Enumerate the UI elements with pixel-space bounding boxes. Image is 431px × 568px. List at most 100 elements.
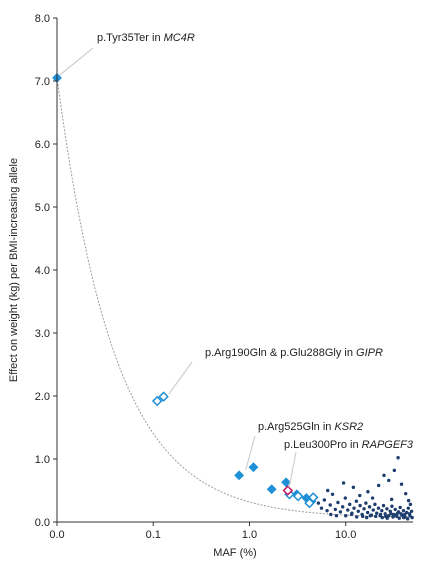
data-point [308,492,319,503]
data-point [392,468,397,473]
data-point [367,505,372,509]
data-point [399,512,403,516]
annotation-label: p.Arg190Gln & p.Glu288Gly in GIPR [205,347,383,359]
y-tick-label: 4.0 [35,265,50,277]
data-point [360,514,365,519]
data-point [399,482,404,486]
data-point [322,498,327,502]
annotation-leader [288,451,297,488]
data-point [376,483,381,488]
annotation-gene: MC4R [164,32,195,44]
data-point [354,515,359,519]
y-tick-label: 6.0 [35,139,50,151]
data-point [383,514,388,519]
annotation-variant: p.Leu300Pro in [284,439,362,451]
data-point [364,501,368,505]
data-point [358,493,362,498]
data-point [386,514,391,518]
data-point [374,514,378,519]
data-point [248,462,259,473]
data-point [373,502,377,507]
data-point [316,501,321,505]
data-point [326,488,330,493]
annotation-variant: p.Tyr35Ter in [97,32,164,44]
data-point [292,490,304,502]
annotation-variant: p.Arg525Gln in [258,421,334,433]
data-point [319,506,324,510]
data-point [406,506,411,510]
data-point [398,505,402,510]
data-point [378,512,383,517]
data-point [385,507,389,511]
data-point [396,456,400,460]
annotation-gene: RAPGEF3 [362,439,414,451]
data-point [407,512,412,516]
annotation-label: p.Tyr35Ter in MC4R [97,32,195,44]
data-point [380,515,385,520]
data-point [389,497,394,502]
data-point [380,508,384,513]
data-point [391,515,395,519]
data-point [371,508,375,512]
data-point [408,502,413,507]
data-point [349,512,354,517]
data-point [341,481,346,485]
y-tick-label: 0.0 [35,517,50,529]
data-point [406,498,411,503]
y-tick-label: 7.0 [35,76,50,88]
data-point [352,506,356,510]
x-axis-label: MAF (%) [213,547,256,559]
data-point [330,492,335,496]
data-point [404,491,408,496]
data-point [354,499,359,503]
data-point [333,507,338,512]
data-point [325,508,329,513]
data-point [382,473,386,478]
y-tick-label: 1.0 [35,454,50,466]
annotation-leader [59,47,94,76]
data-point [389,512,393,516]
data-point [356,509,360,513]
annotations: p.Tyr35Ter in MC4R p.Arg190Gln & p.Glu288… [59,32,414,488]
data-point [344,514,348,518]
data-point [304,497,315,509]
data-point [401,508,406,513]
data-point [282,485,294,496]
data-point [401,515,406,520]
data-point [409,509,414,513]
x-tick-label: 0.1 [146,529,161,541]
annotation-leader [168,361,193,395]
data-point [405,517,410,521]
y-tick-label: 3.0 [35,328,50,340]
data-point [362,507,366,511]
x-tick-label: 1.0 [242,529,257,541]
data-point [158,391,169,402]
data-point [383,512,387,516]
y-tick-label: 2.0 [35,391,50,403]
data-point [375,511,379,515]
data-point [395,511,400,515]
data-point [403,512,407,517]
data-point [366,490,370,494]
data-point [410,515,414,520]
y-tick-label: 5.0 [35,202,50,214]
data-point [390,504,394,508]
data-point [376,506,381,510]
data-point [351,485,356,490]
fit-curve [56,77,414,518]
plot-area [52,72,414,521]
annotation-label: p.Leu300Pro in RAPGEF3 [284,439,414,451]
data-point [340,505,345,509]
data-point [346,508,350,512]
data-point [343,496,348,500]
data-point [336,500,340,505]
y-axis-label: Effect on weight (kg) per BMI-increasing… [8,158,20,382]
data-point [334,514,339,518]
annotation-label: p.Arg525Gln in KSR2 [258,421,363,433]
annotation-leader [245,435,256,471]
x-tick-label: 0.0 [49,529,64,541]
data-point [266,484,277,495]
data-point [381,503,386,508]
y-tick-label: 8.0 [35,13,50,25]
